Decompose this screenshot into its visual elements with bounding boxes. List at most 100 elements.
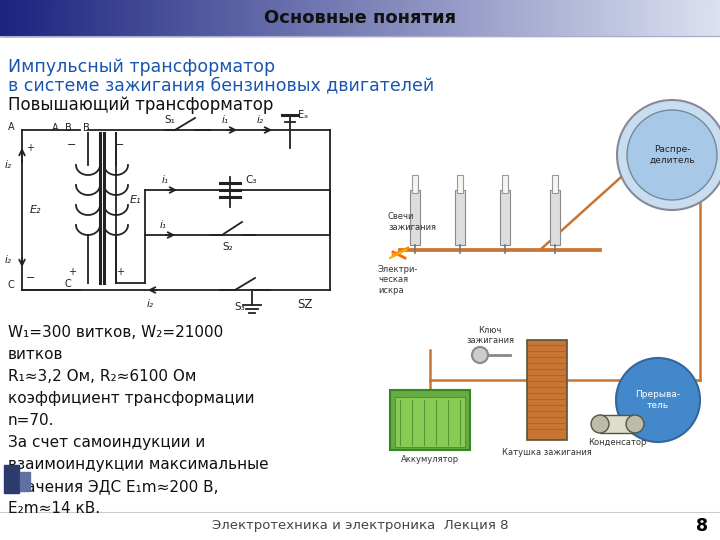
Text: i₂: i₂	[146, 299, 153, 309]
Bar	[27, 0, 30, 36]
Text: R₁≈3,2 Ом, R₂≈6100 Ом: R₁≈3,2 Ом, R₂≈6100 Ом	[8, 369, 197, 384]
Bar	[696, 0, 699, 36]
Bar	[5, 0, 8, 36]
Bar	[533, 0, 536, 36]
Bar	[434, 0, 438, 36]
Bar	[94, 0, 97, 36]
Bar	[461, 0, 464, 36]
Bar	[305, 0, 308, 36]
Bar	[86, 0, 90, 36]
Text: Повышающий трансформатор: Повышающий трансформатор	[8, 96, 274, 114]
Bar	[384, 0, 387, 36]
Text: коэффициент трансформации: коэффициент трансформации	[8, 391, 254, 406]
Circle shape	[626, 415, 644, 433]
Bar	[569, 0, 572, 36]
Bar	[454, 0, 457, 36]
Text: E₂: E₂	[30, 205, 42, 215]
Bar	[221, 0, 224, 36]
Bar	[564, 0, 567, 36]
Bar	[457, 175, 463, 193]
Bar	[415, 0, 418, 36]
Bar	[202, 0, 205, 36]
Bar	[550, 190, 560, 245]
Text: E₂m≈14 кВ.: E₂m≈14 кВ.	[8, 501, 100, 516]
Bar	[527, 340, 567, 440]
Bar	[89, 0, 92, 36]
Bar	[297, 0, 301, 36]
Text: значения ЭДС E₁m≈200 В,: значения ЭДС E₁m≈200 В,	[8, 479, 218, 494]
Bar	[207, 0, 210, 36]
Bar	[526, 0, 529, 36]
Bar	[96, 0, 99, 36]
Bar	[382, 0, 385, 36]
Bar	[331, 0, 335, 36]
Bar	[684, 0, 688, 36]
Bar	[254, 0, 258, 36]
Bar	[189, 0, 193, 36]
Text: i₁: i₁	[161, 175, 168, 185]
Bar	[549, 0, 553, 36]
Bar	[346, 0, 349, 36]
Bar	[259, 0, 263, 36]
Text: SZ: SZ	[297, 298, 312, 311]
Text: Eₐ: Eₐ	[298, 110, 308, 120]
Bar	[557, 0, 560, 36]
Bar	[423, 0, 426, 36]
Text: −: −	[26, 273, 35, 283]
Bar	[81, 0, 85, 36]
Bar	[410, 0, 414, 36]
Bar	[173, 0, 176, 36]
Bar	[137, 0, 140, 36]
Bar	[353, 0, 356, 36]
Bar	[233, 0, 236, 36]
Bar	[497, 0, 500, 36]
Bar	[636, 0, 639, 36]
Bar	[427, 0, 431, 36]
Bar	[283, 0, 287, 36]
Bar	[310, 0, 313, 36]
Bar	[17, 0, 20, 36]
Bar	[576, 0, 580, 36]
Bar	[554, 0, 558, 36]
Bar	[238, 0, 241, 36]
Bar	[99, 0, 102, 36]
Text: взаимоиндукции максимальные: взаимоиндукции максимальные	[8, 457, 269, 472]
Bar	[274, 0, 277, 36]
Bar	[595, 0, 598, 36]
Bar	[552, 0, 555, 36]
Bar	[395, 397, 465, 447]
Bar	[374, 0, 378, 36]
Bar	[182, 0, 186, 36]
Bar	[477, 0, 481, 36]
Circle shape	[616, 358, 700, 442]
Bar	[521, 0, 524, 36]
Text: S₁: S₁	[165, 115, 176, 125]
Bar	[209, 0, 212, 36]
Bar	[302, 0, 306, 36]
Bar	[432, 0, 436, 36]
Text: A: A	[8, 122, 14, 132]
Bar	[412, 175, 418, 193]
Bar	[691, 0, 695, 36]
Bar	[362, 0, 366, 36]
Bar	[175, 0, 179, 36]
Bar	[2, 0, 6, 36]
Bar	[713, 0, 716, 36]
Bar	[288, 0, 292, 36]
Text: A: A	[52, 123, 58, 133]
Bar	[113, 0, 116, 36]
Bar	[708, 0, 711, 36]
Bar	[614, 0, 618, 36]
Bar	[230, 0, 234, 36]
Bar	[492, 0, 495, 36]
Bar	[590, 0, 594, 36]
Bar	[187, 0, 191, 36]
Bar	[456, 0, 459, 36]
Bar	[293, 0, 296, 36]
Bar	[473, 0, 476, 36]
Bar	[74, 0, 78, 36]
Bar	[166, 0, 169, 36]
Bar	[562, 0, 565, 36]
Bar	[24, 0, 27, 36]
Bar	[470, 0, 474, 36]
